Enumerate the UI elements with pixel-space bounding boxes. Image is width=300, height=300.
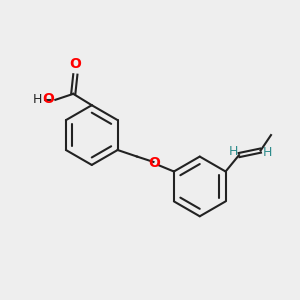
- Text: H: H: [33, 93, 43, 106]
- Text: H: H: [262, 146, 272, 160]
- Text: O: O: [69, 58, 81, 71]
- Text: O: O: [42, 92, 54, 106]
- Text: O: O: [148, 156, 160, 170]
- Text: H: H: [229, 145, 238, 158]
